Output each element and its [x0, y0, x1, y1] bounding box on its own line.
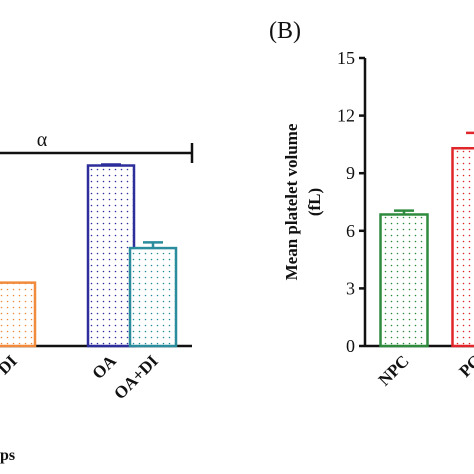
bar [379, 213, 429, 348]
bar [0, 281, 37, 348]
y-tick-label: 9 [346, 163, 355, 183]
x-axis-label: ps [0, 447, 15, 464]
bar [128, 246, 178, 348]
x-tick-label: NPC [375, 351, 413, 389]
x-tick-label: OA+DI [110, 351, 162, 403]
y-axis-label: (fL) [305, 188, 324, 216]
y-axis-label: Mean platelet volume [282, 123, 301, 280]
chart-title: (B) [269, 18, 301, 44]
y-tick-label: 12 [337, 106, 355, 126]
y-tick-label: 3 [346, 278, 355, 298]
annotation: α [37, 129, 48, 151]
bar [451, 146, 474, 348]
x-tick-label: OA [88, 351, 120, 383]
y-tick-label: 6 [346, 221, 355, 241]
bar [86, 164, 136, 348]
x-tick-label: DI [0, 351, 21, 378]
x-tick-label: PC [455, 351, 474, 380]
y-tick-label: 0 [346, 336, 355, 356]
y-tick-label: 15 [337, 48, 355, 68]
